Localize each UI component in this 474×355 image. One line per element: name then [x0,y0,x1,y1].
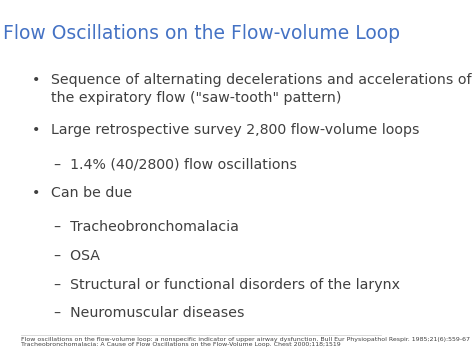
Text: –  Structural or functional disorders of the larynx: – Structural or functional disorders of … [55,278,401,292]
Text: Large retrospective survey 2,800 flow-volume loops: Large retrospective survey 2,800 flow-vo… [51,123,419,137]
Text: –  Neuromuscular diseases: – Neuromuscular diseases [55,306,245,321]
Text: –  1.4% (40/2800) flow oscillations: – 1.4% (40/2800) flow oscillations [55,158,297,171]
Text: –  Tracheobronchomalacia: – Tracheobronchomalacia [55,220,239,235]
Text: •: • [32,186,41,200]
Text: •: • [32,123,41,137]
Text: Flow oscillations on the flow-volume loop: a nonspecific indicator of upper airw: Flow oscillations on the flow-volume loo… [21,337,470,342]
Text: Sequence of alternating decelerations and accelerations of
the expiratory flow (: Sequence of alternating decelerations an… [51,73,471,105]
Text: •: • [32,73,41,87]
Text: –  OSA: – OSA [55,249,100,263]
Text: Flow Oscillations on the Flow-volume Loop: Flow Oscillations on the Flow-volume Loo… [3,24,400,43]
Text: Tracheobronchomalacia: A Cause of Flow Oscillations on the Flow-Volume Loop. Che: Tracheobronchomalacia: A Cause of Flow O… [21,342,341,347]
Text: Can be due: Can be due [51,186,132,200]
